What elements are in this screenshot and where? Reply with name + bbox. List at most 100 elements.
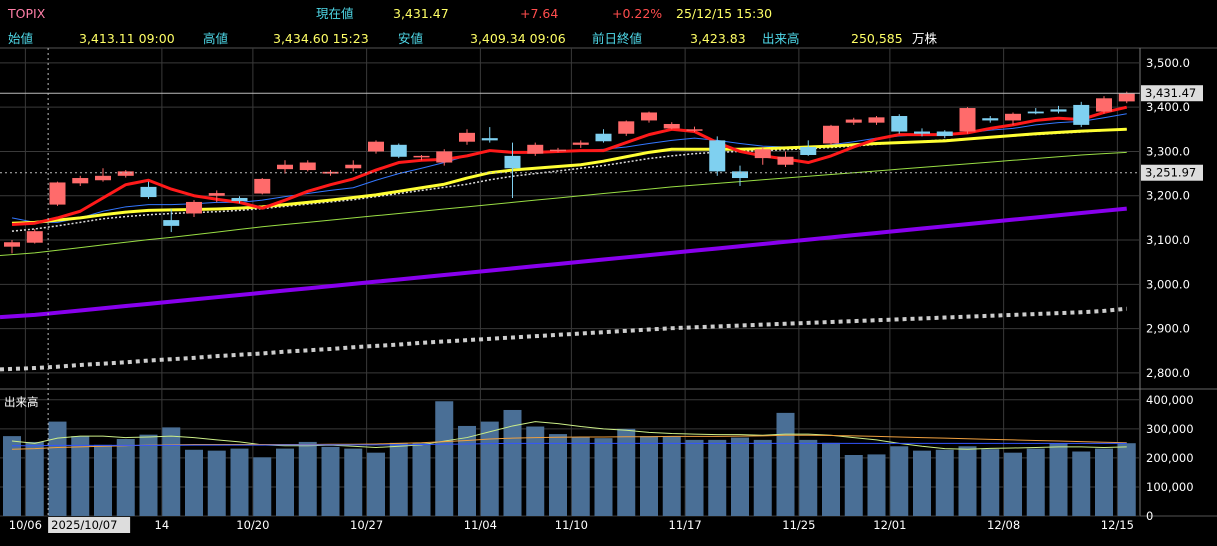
volume-bar [276, 448, 294, 516]
x-tick-label: 12/01 [873, 518, 906, 532]
candlesticks [4, 91, 1135, 254]
volume-bar [981, 449, 1000, 516]
volume-bar [799, 439, 818, 516]
volume-ma-line [11, 421, 1127, 450]
candle-body [527, 144, 544, 154]
candle-body [459, 132, 475, 142]
candle-body [95, 175, 111, 181]
candle-body [163, 220, 180, 226]
volume-bar [549, 434, 567, 516]
volume-bar [207, 450, 226, 516]
low-label: 安値 [398, 31, 424, 46]
volume-bar [3, 436, 21, 516]
volume-ma-line [12, 442, 1127, 447]
volume-bar [162, 427, 181, 516]
volume-bar [640, 436, 658, 516]
x-tick-label: 10/27 [350, 518, 383, 532]
x-tick-label: 11/25 [782, 518, 815, 532]
volume-bar [935, 449, 954, 516]
candle-body [754, 149, 771, 159]
candle-body [368, 141, 384, 152]
candle-body [504, 155, 521, 169]
candle-body [1096, 98, 1112, 112]
low-value: 3,409.34 09:06 [470, 31, 566, 46]
current-price-badge-label: 3,431.47 [1145, 86, 1196, 100]
volume-bar [321, 446, 340, 516]
candle-body [891, 116, 908, 132]
chart-overlay: 3,431.47 3,251.97 2025/10/07 [0, 48, 1203, 533]
price-change-percent: +0.22% [612, 6, 663, 21]
volume-bar [1004, 452, 1022, 516]
x-tick-label: 14 [155, 518, 170, 532]
volume-bar [1095, 448, 1113, 516]
candle-body [49, 182, 66, 205]
candle-body [186, 201, 202, 214]
volume-bar [435, 401, 454, 516]
current-price-badge [1141, 85, 1203, 102]
candle-body [72, 178, 89, 184]
price-tick-label: 3,200.0 [1146, 189, 1190, 203]
volume-bar [1072, 451, 1091, 516]
moving-average-line [11, 128, 1127, 232]
candle-body [1073, 104, 1090, 125]
volume-bar [844, 455, 863, 516]
candle-body [345, 164, 362, 169]
prev-close-label: 前日終値 [592, 31, 643, 46]
candle-body [1050, 109, 1067, 112]
volume-bar [594, 438, 613, 516]
candle-body [1005, 113, 1021, 121]
highlighted-date-label: 2025/10/07 [51, 518, 117, 532]
moving-average-line [0, 206, 1127, 320]
volume-bar [526, 426, 545, 516]
candle-body [914, 131, 930, 134]
volume-bar [185, 449, 203, 516]
candle-body [982, 118, 999, 121]
candle-body [868, 117, 885, 123]
volume-bar [617, 428, 636, 516]
volume-bar [662, 436, 681, 516]
volume-bar [344, 448, 363, 516]
x-tick-label: 10/06 [9, 518, 42, 532]
volume-bar [1117, 443, 1136, 516]
volume-bar [230, 448, 249, 516]
volume-bar [731, 437, 749, 516]
volume-bar [708, 439, 727, 516]
candle-body [1118, 93, 1135, 102]
volume-bar [503, 409, 522, 516]
volume-bar [389, 442, 408, 516]
current-price-label: 現在値 [316, 6, 354, 21]
candle-body [686, 129, 703, 131]
x-tick-label: 12/15 [1101, 518, 1134, 532]
candle-body [550, 149, 566, 152]
prev-close-value: 3,423.83 [690, 31, 746, 46]
candle-body [732, 171, 748, 179]
volume-tick-label: 300,000 [1146, 422, 1194, 436]
volume-bar [412, 442, 431, 516]
candle-body [390, 144, 407, 157]
volume-value: 250,585 [851, 31, 903, 46]
volume-bar [1049, 443, 1068, 516]
candle-body [413, 155, 430, 158]
candle-body [572, 142, 589, 145]
volume-bar [94, 444, 112, 516]
candle-body [663, 123, 680, 129]
moving-average-line [0, 306, 1127, 372]
volume-tick-label: 400,000 [1146, 393, 1194, 407]
highlighted-date-badge [48, 517, 131, 533]
volume-unit: 万株 [912, 31, 938, 46]
volume-bar [25, 441, 44, 516]
x-tick-label: 12/08 [987, 518, 1020, 532]
x-tick-label: 10/20 [236, 518, 269, 532]
volume-bar [116, 439, 135, 516]
current-price-value: 3,431.47 [393, 6, 449, 21]
volume-tick-label: 0 [1146, 509, 1153, 523]
volume-bar [913, 450, 931, 516]
candle-body [254, 178, 271, 194]
x-tick-label: 11/10 [555, 518, 588, 532]
price-tick-label: 2,900.0 [1146, 322, 1190, 336]
volume-pane-label: 出来高 [4, 395, 39, 409]
candle-body [208, 193, 225, 196]
candle-body [595, 133, 612, 142]
candle-body [481, 138, 498, 141]
